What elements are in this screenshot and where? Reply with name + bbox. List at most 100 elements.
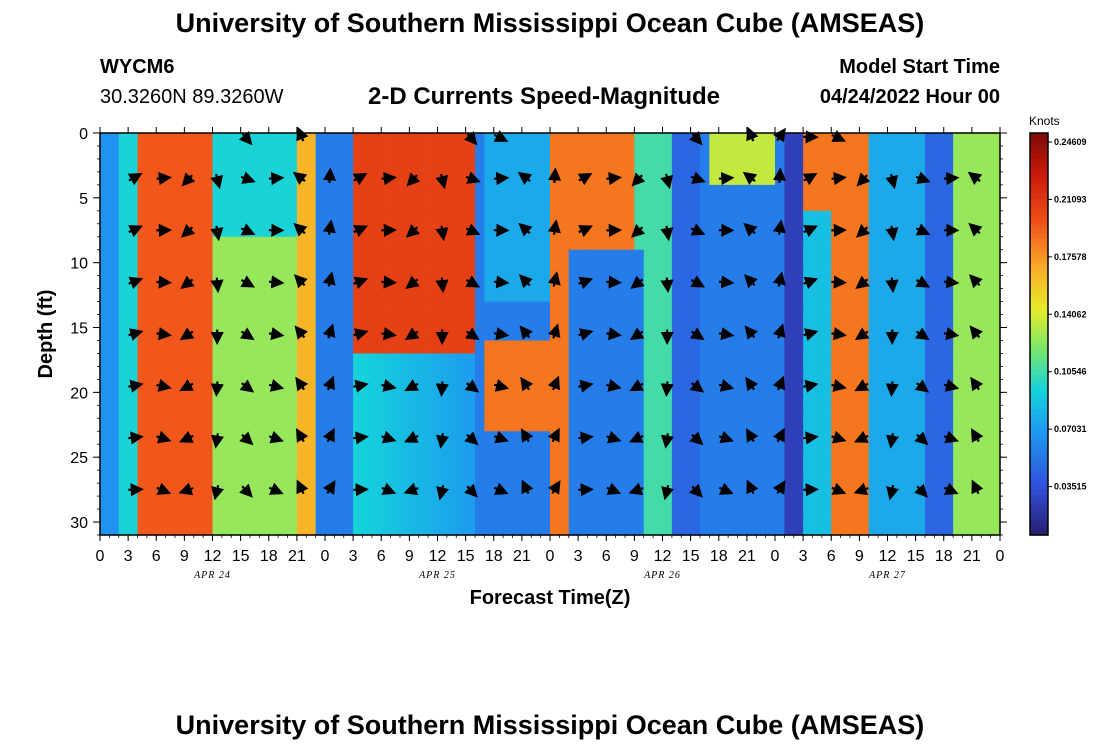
heatmap-cell	[250, 496, 256, 510]
heatmap-cell	[765, 418, 771, 432]
heatmap-cell	[559, 184, 565, 199]
heatmap-cell	[732, 405, 739, 419]
heatmap-cell	[507, 262, 514, 277]
heatmap-cell	[343, 171, 350, 186]
heatmap-cell	[151, 392, 157, 406]
heatmap-cell	[273, 340, 279, 355]
heatmap-cell	[414, 301, 420, 316]
heatmap-cell	[146, 197, 153, 212]
heatmap-cell	[793, 314, 800, 329]
heatmap-cell	[292, 171, 298, 186]
heatmap-cell	[217, 288, 223, 303]
heatmap-cell	[343, 249, 350, 264]
heatmap-cell	[812, 470, 818, 484]
heatmap-cell	[742, 236, 748, 251]
heatmap-cell	[371, 133, 378, 147]
heatmap-cell	[193, 158, 200, 173]
heatmap-cell	[826, 223, 832, 238]
heatmap-cell	[339, 379, 345, 393]
heatmap-cell	[657, 522, 664, 536]
heatmap-cell	[226, 470, 232, 484]
heatmap-cell	[146, 457, 153, 471]
heatmap-cell	[526, 133, 532, 147]
heatmap-cell	[643, 158, 650, 173]
heatmap-cell	[564, 210, 570, 225]
heatmap-cell	[151, 262, 157, 277]
heatmap-cell	[587, 522, 593, 536]
heatmap-cell	[179, 418, 185, 432]
heatmap-cell	[685, 366, 692, 380]
heatmap-cell	[517, 366, 523, 380]
heatmap-cell	[348, 522, 354, 536]
heatmap-cell	[409, 392, 415, 406]
heatmap-cell	[629, 522, 635, 536]
heatmap-cell	[592, 431, 598, 445]
heatmap-cell	[653, 392, 659, 406]
heatmap-cell	[278, 509, 284, 523]
heatmap-cell	[418, 405, 425, 419]
heatmap-cell	[460, 431, 467, 445]
heatmap-cell	[479, 509, 485, 523]
heatmap-cell	[671, 197, 678, 212]
heatmap-cell	[685, 184, 692, 199]
heatmap-cell	[695, 366, 701, 380]
heatmap-cell	[414, 158, 420, 173]
heatmap-cell	[128, 353, 134, 368]
heatmap-cell	[765, 249, 771, 264]
heatmap-cell	[339, 353, 345, 368]
heatmap-cell	[526, 197, 532, 212]
heatmap-cell	[376, 275, 382, 290]
heatmap-cell	[676, 197, 682, 212]
heatmap-cell	[517, 301, 523, 316]
heatmap-cell	[578, 340, 584, 355]
heatmap-cell	[325, 158, 331, 173]
heatmap-cell	[371, 236, 378, 251]
heatmap-cell	[770, 418, 776, 432]
heatmap-cell	[104, 249, 110, 264]
heatmap-cell	[189, 405, 195, 419]
heatmap-cell	[132, 522, 139, 536]
heatmap-cell	[695, 509, 701, 523]
heatmap-cell	[104, 223, 110, 238]
heatmap-cell	[203, 379, 209, 393]
heatmap-cell	[723, 314, 729, 329]
heatmap-cell	[339, 327, 345, 342]
heatmap-cell	[250, 158, 256, 173]
heatmap-cell	[564, 366, 570, 380]
heatmap-cell	[104, 210, 110, 225]
heatmap-cell	[475, 470, 481, 484]
heatmap-cell	[559, 145, 565, 160]
heatmap-cell	[643, 210, 650, 225]
heatmap-cell	[339, 522, 345, 536]
heatmap-cell	[685, 327, 692, 342]
heatmap-cell	[428, 457, 434, 471]
heatmap-cell	[817, 249, 823, 264]
heatmap-cell	[507, 418, 514, 432]
heatmap-cell	[400, 392, 406, 406]
heatmap-cell	[245, 457, 251, 471]
heatmap-cell	[432, 431, 439, 445]
heatmap-cell	[540, 197, 546, 212]
heatmap-cell	[404, 145, 410, 160]
heatmap-cell	[189, 184, 195, 199]
heatmap-cell	[685, 314, 692, 329]
heatmap-cell	[250, 210, 256, 225]
heatmap-cell	[465, 158, 471, 173]
heatmap-cell	[662, 496, 668, 510]
heatmap-cell	[568, 483, 575, 497]
heatmap-cell	[507, 353, 514, 368]
heatmap-cell	[428, 236, 434, 251]
heatmap-cell	[362, 392, 368, 406]
heatmap-cell	[812, 379, 818, 393]
heatmap-cell	[606, 133, 612, 147]
heatmap-cell	[779, 158, 785, 173]
heatmap-cell	[390, 418, 396, 432]
heatmap-cell	[231, 223, 237, 238]
heatmap-cell	[362, 145, 368, 160]
heatmap-cell	[704, 262, 710, 277]
heatmap-cell	[221, 418, 228, 432]
heatmap-cell	[442, 522, 448, 536]
heatmap-cell	[700, 327, 706, 342]
heatmap-cell	[475, 210, 481, 225]
heatmap-cell	[690, 158, 696, 173]
